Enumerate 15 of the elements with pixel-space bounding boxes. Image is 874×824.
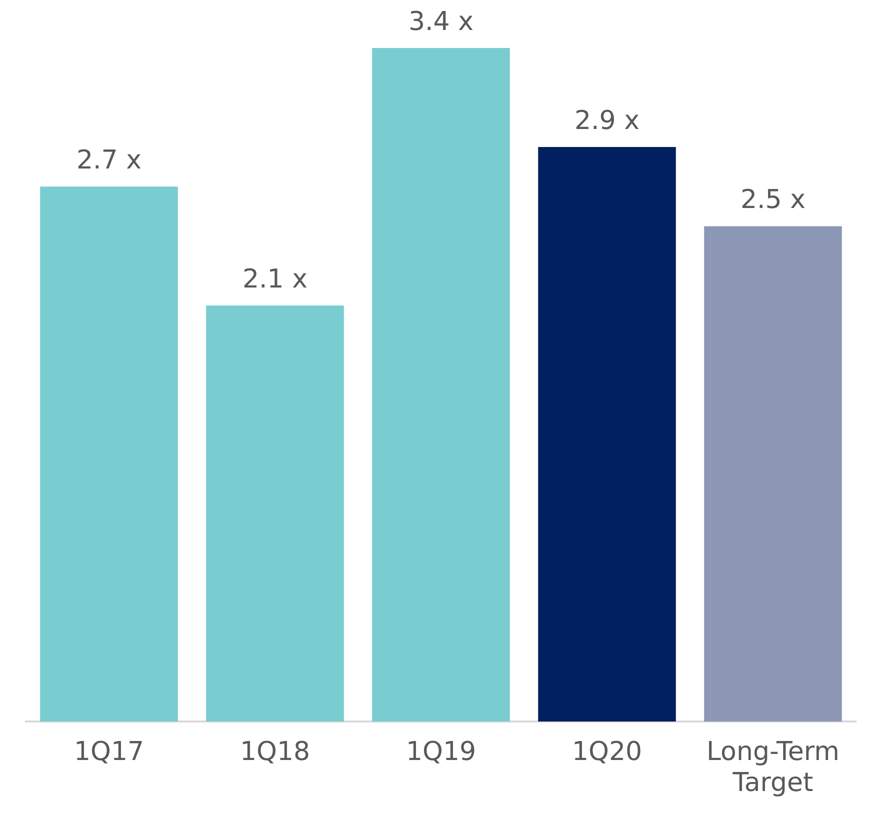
data-label: 3.4 x [408,6,474,37]
bar [40,186,178,722]
x-tick-label: 1Q20 [572,736,642,767]
x-tick-label: 1Q18 [240,736,310,767]
data-label: 2.1 x [242,264,308,294]
bar [538,147,676,722]
bar [206,306,344,722]
bar [704,226,842,722]
bar [372,48,510,722]
x-tick-label: Long-Term Target [706,736,840,798]
x-tick-label: 1Q19 [406,736,476,767]
data-label: 2.7 x [76,145,142,176]
data-label: 2.5 x [740,185,806,216]
data-label: 2.9 x [574,106,640,136]
x-tick-label: 1Q17 [74,736,144,767]
